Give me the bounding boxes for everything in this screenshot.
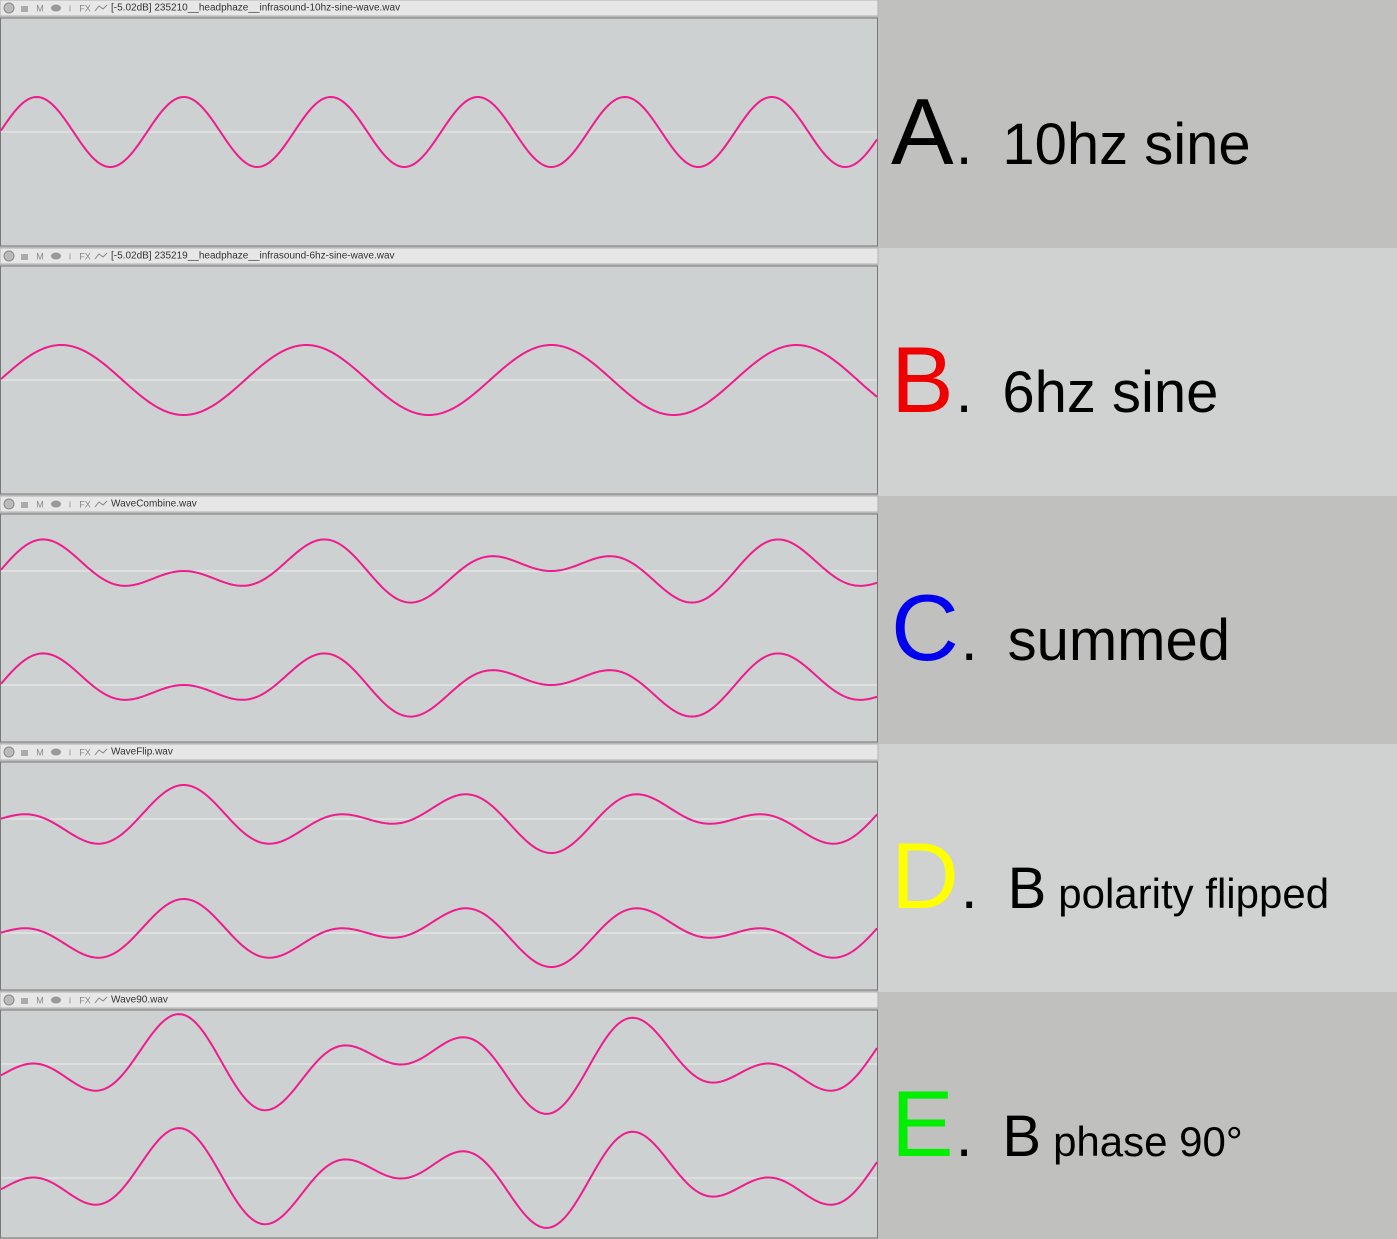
caption-text: 6hz sine (1002, 360, 1218, 425)
lock-icon[interactable] (21, 502, 28, 508)
power-button[interactable] (3, 994, 15, 1006)
caption-letter: C (891, 575, 959, 680)
track-filename: [-5.02dB] 235210__headphaze__infrasound-… (111, 3, 400, 14)
envelope-icon[interactable] (94, 500, 108, 508)
header-button[interactable]: M (36, 3, 44, 13)
waveform (0, 1013, 878, 1115)
caption-panel (878, 248, 1397, 496)
caption-text: B (1008, 856, 1047, 921)
caption-period: . (961, 854, 978, 921)
track-header (0, 495, 879, 513)
header-button[interactable]: i (69, 3, 71, 13)
caption-text: B (1002, 1104, 1041, 1169)
caption-text: summed (1008, 608, 1230, 673)
power-button[interactable] (3, 2, 15, 14)
header-button[interactable]: FX (79, 995, 91, 1005)
caption-note: polarity flipped (1058, 870, 1329, 917)
waveform (0, 538, 878, 604)
header-button[interactable]: FX (79, 747, 91, 757)
comment-icon[interactable] (51, 748, 61, 756)
waveform (0, 784, 878, 855)
caption-period: . (961, 606, 978, 673)
caption-letter: A (891, 79, 954, 184)
envelope-icon[interactable] (94, 996, 108, 1004)
envelope-icon[interactable] (94, 252, 108, 260)
header-button[interactable]: M (36, 995, 44, 1005)
header-button[interactable]: FX (79, 499, 91, 509)
track-filename: WaveCombine.wav (111, 499, 197, 510)
lock-icon[interactable] (21, 750, 28, 756)
power-button[interactable] (3, 498, 15, 510)
caption-period: . (956, 110, 973, 177)
caption: C. summed (891, 575, 1230, 680)
caption-panel (878, 496, 1397, 744)
track-filename: WaveFlip.wav (111, 747, 173, 758)
waveform (0, 1127, 878, 1229)
envelope-icon[interactable] (94, 748, 108, 756)
caption: B. 6hz sine (891, 327, 1218, 432)
comment-icon[interactable] (51, 996, 61, 1004)
caption-period: . (956, 358, 973, 425)
waveform-area (0, 513, 878, 743)
track-header (0, 0, 879, 17)
waveform (0, 898, 878, 969)
header-button[interactable]: M (36, 747, 44, 757)
header-button[interactable]: FX (79, 3, 91, 13)
track-header (0, 247, 879, 265)
waveform (0, 343, 878, 417)
caption-text: 10hz sine (1002, 112, 1250, 177)
caption-period: . (956, 1102, 973, 1169)
header-button[interactable]: i (69, 251, 71, 261)
comment-icon[interactable] (51, 252, 61, 260)
waveform (0, 95, 878, 169)
waveform-area (0, 761, 878, 991)
track-header (0, 743, 879, 761)
caption: A. 10hz sine (891, 79, 1251, 184)
track-filename: [-5.02dB] 235219__headphaze__infrasound-… (111, 251, 395, 262)
caption-letter: E (891, 1071, 954, 1176)
lock-icon[interactable] (21, 6, 28, 12)
caption-panel (878, 0, 1397, 248)
track-filename: Wave90.wav (111, 995, 168, 1006)
comment-icon[interactable] (51, 4, 61, 12)
header-button[interactable]: M (36, 499, 44, 509)
comment-icon[interactable] (51, 500, 61, 508)
power-button[interactable] (3, 746, 15, 758)
waveform-area (0, 1009, 878, 1239)
caption-panel (878, 992, 1397, 1239)
header-button[interactable]: i (69, 499, 71, 509)
track-header (0, 991, 879, 1009)
header-button[interactable]: M (36, 251, 44, 261)
caption-letter: B (891, 327, 954, 432)
caption-panel (878, 744, 1397, 992)
caption-letter: D (891, 823, 959, 928)
header-button[interactable]: i (69, 747, 71, 757)
header-button[interactable]: FX (79, 251, 91, 261)
lock-icon[interactable] (21, 998, 28, 1004)
header-button[interactable]: i (69, 995, 71, 1005)
envelope-icon[interactable] (94, 4, 108, 12)
power-button[interactable] (3, 250, 15, 262)
caption-note: phase 90° (1053, 1118, 1243, 1165)
waveform (0, 652, 878, 718)
lock-icon[interactable] (21, 254, 28, 260)
